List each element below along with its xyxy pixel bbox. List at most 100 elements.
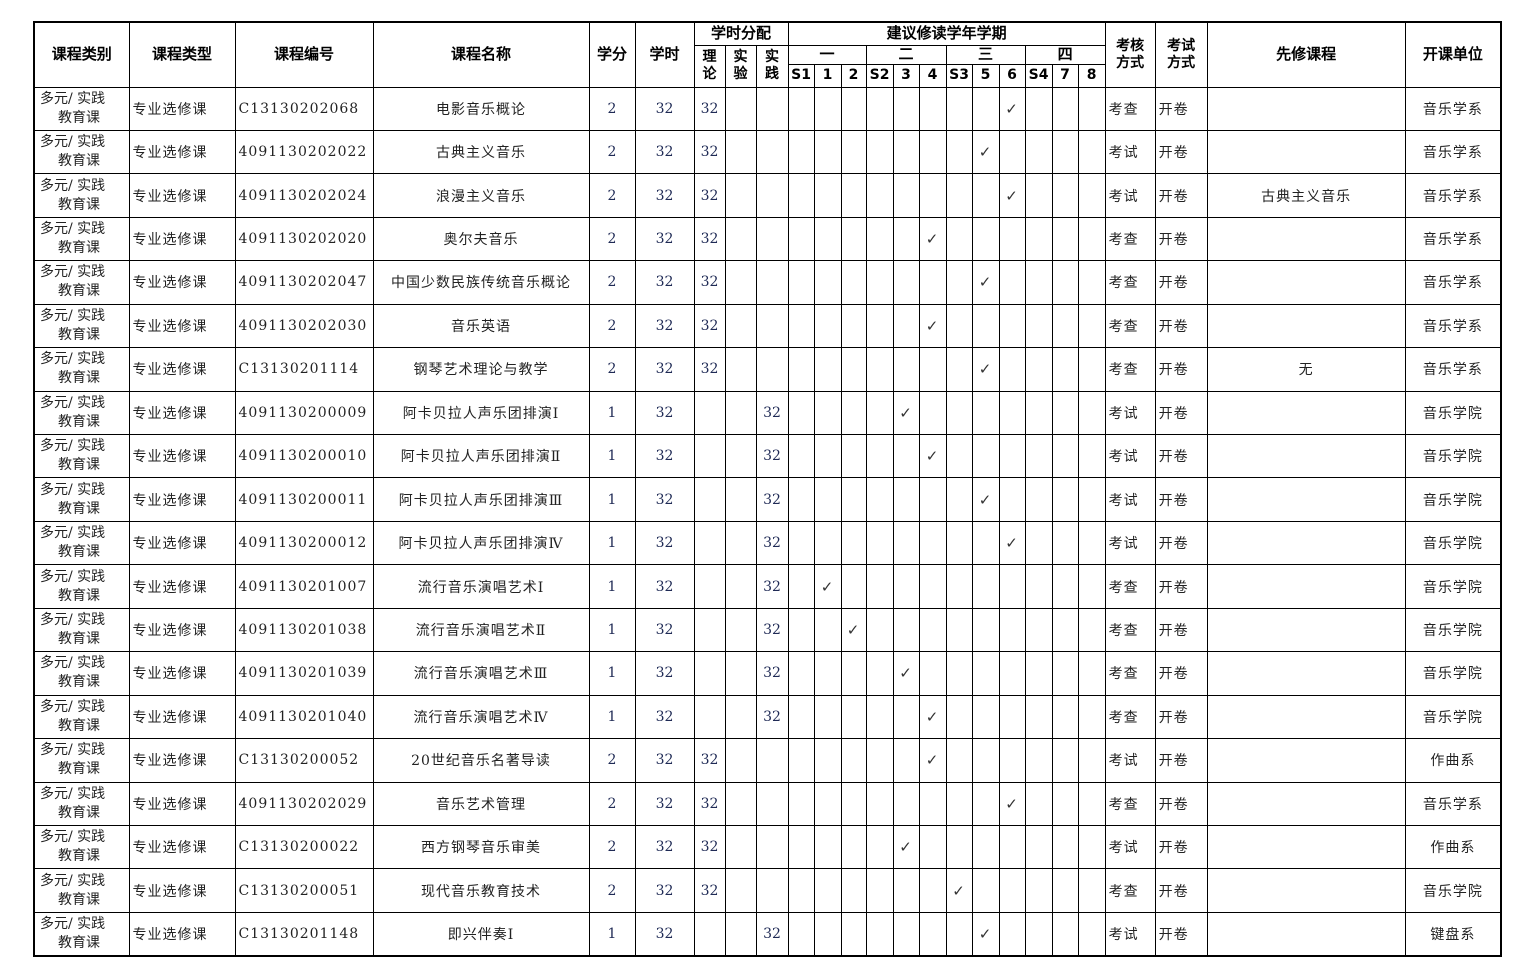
semester-s2-cell [865, 911, 894, 957]
course-category: 多元/ 实践 教育课 [33, 260, 130, 305]
semester-6-cell: ✓ [998, 86, 1026, 131]
semester-s2-cell [865, 173, 894, 218]
hours: 32 [634, 260, 695, 305]
theory-hours [693, 433, 726, 479]
course-name: 流行音乐演唱艺术Ⅰ [372, 564, 590, 609]
semester-s2-cell [865, 260, 894, 305]
semester-6-cell [998, 216, 1026, 262]
practice-hours: 32 [755, 694, 789, 740]
table-row: 多元/ 实践 教育课 专业选修课 C13130202068 电影音乐概论 2 32 32 ✓ 考查… [33, 86, 1502, 131]
semester-5-cell: ✓ [971, 129, 1000, 175]
course-category-line: 教育课 [58, 587, 100, 604]
course-category-line: 多元/ 实践 [40, 307, 106, 324]
course-category-line: 教育课 [58, 240, 100, 257]
semester-6-cell [998, 390, 1026, 436]
semester-4-cell [918, 781, 947, 826]
semester-s4-cell [1024, 781, 1053, 826]
semester-s3-cell [945, 390, 973, 436]
prerequisite [1206, 260, 1406, 305]
semester-6-cell [998, 824, 1026, 870]
experiment-hours [724, 520, 757, 566]
practice-hours: 32 [755, 390, 789, 436]
credits: 1 [588, 607, 636, 653]
semester-7-cell [1051, 564, 1079, 609]
practice-hours [755, 173, 789, 218]
experiment-hours [724, 173, 757, 218]
course-name: 电影音乐概论 [372, 86, 590, 131]
semester-s3-cell [945, 260, 973, 305]
course-type: 专业选修课 [128, 260, 236, 305]
semester-s1-cell [787, 129, 815, 175]
course-code: 4091130202020 [234, 216, 374, 262]
experiment-hours [724, 216, 757, 262]
table-row: 多元/ 实践 教育课 专业选修课 4091130202030 音乐英语 2 32 32 ✓ 考查开… [33, 303, 1502, 349]
assessment-method: 考查 [1104, 651, 1156, 696]
course-category-line: 多元/ 实践 [40, 655, 106, 672]
course-table: 课程类别 课程类型 课程编号 课程名称 学分 学时 学时分配 建议修读学年学期 … [33, 21, 1503, 957]
semester-4-cell: ✓ [918, 303, 947, 349]
credits: 2 [588, 216, 636, 262]
prerequisite [1206, 303, 1406, 349]
semester-s2-cell [865, 781, 894, 826]
semester-2-cell [840, 868, 867, 913]
semester-5-cell [971, 390, 1000, 436]
semester-s1-cell [787, 86, 815, 131]
check-icon: ✓ [846, 620, 861, 639]
semester-s4-cell [1024, 607, 1053, 653]
course-category: 多元/ 实践 教育课 [33, 911, 130, 957]
semester-6-cell [998, 433, 1026, 479]
prerequisite [1206, 520, 1406, 566]
semester-1-cell [813, 303, 842, 349]
semester-s2-cell [865, 651, 894, 696]
header-semester-3: 3 [892, 63, 920, 88]
course-type: 专业选修课 [128, 911, 236, 957]
course-category-line: 教育课 [58, 934, 100, 951]
exam-method: 开卷 [1154, 911, 1208, 957]
course-category: 多元/ 实践 教育课 [33, 694, 130, 740]
semester-3-cell [892, 433, 920, 479]
course-category-line: 多元/ 实践 [40, 568, 106, 585]
prerequisite [1206, 216, 1406, 262]
course-category: 多元/ 实践 教育课 [33, 607, 130, 653]
semester-4-cell [918, 86, 947, 131]
semester-7-cell [1051, 694, 1079, 740]
semester-3-cell [892, 694, 920, 740]
semester-2-cell [840, 303, 867, 349]
course-type: 专业选修课 [128, 564, 236, 609]
semester-3-cell: ✓ [892, 651, 920, 696]
semester-3-cell [892, 738, 920, 783]
semester-s3-cell [945, 433, 973, 479]
semester-4-cell [918, 129, 947, 175]
exam-method: 开卷 [1154, 781, 1208, 826]
semester-4-cell: ✓ [918, 738, 947, 783]
hours: 32 [634, 607, 695, 653]
course-category: 多元/ 实践 教育课 [33, 781, 130, 826]
check-icon: ✓ [899, 838, 913, 857]
assessment-method: 考查 [1104, 868, 1156, 913]
course-category: 多元/ 实践 教育课 [33, 129, 130, 175]
semester-8-cell [1077, 433, 1106, 479]
semester-s2-cell [865, 216, 894, 262]
check-icon: ✓ [1005, 794, 1019, 813]
practice-hours [755, 86, 789, 131]
course-code: 4091130201038 [234, 607, 374, 653]
prerequisite [1206, 477, 1406, 522]
semester-4-cell [918, 347, 947, 392]
semester-s1-cell [787, 651, 815, 696]
header-semester-s3: S3 [945, 63, 973, 88]
hours: 32 [634, 738, 695, 783]
header-year-3: 三 [945, 44, 1026, 65]
course-category-line: 多元/ 实践 [40, 134, 106, 151]
practice-hours: 32 [755, 477, 789, 522]
hours: 32 [634, 129, 695, 175]
semester-s1-cell [787, 564, 815, 609]
course-category-line: 多元/ 实践 [40, 481, 106, 498]
semester-1-cell [813, 86, 842, 131]
prerequisite [1206, 607, 1406, 653]
semester-s1-cell [787, 738, 815, 783]
theory-hours [693, 911, 726, 957]
course-category: 多元/ 实践 教育课 [33, 520, 130, 566]
practice-hours [755, 868, 789, 913]
credits: 2 [588, 868, 636, 913]
course-name: 流行音乐演唱艺术Ⅲ [372, 651, 590, 696]
